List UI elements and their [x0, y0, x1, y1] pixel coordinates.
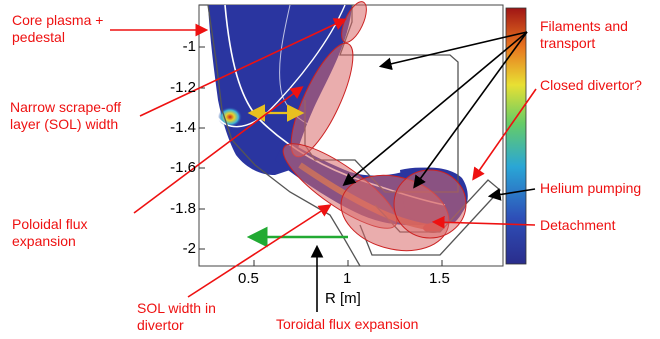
- label-core-plasma: Core plasma + pedestal: [12, 12, 103, 46]
- arrow-detachment: [431, 215, 536, 229]
- x-axis-label: R [m]: [325, 290, 361, 307]
- arrow-filaments-leg: [342, 31, 528, 187]
- y-tick-label: -2: [182, 240, 196, 257]
- label-toroidal-flux: Toroidal flux expansion: [276, 316, 419, 332]
- arrow-filaments-upper: [378, 31, 528, 71]
- red-arrows: [110, 18, 537, 298]
- label-narrow-sol-line1: Narrow scrape-off: [10, 99, 122, 115]
- label-narrow-sol: Narrow scrape-off layer (SOL) width: [10, 99, 121, 133]
- y-tick-label: -1.6: [170, 159, 196, 176]
- label-sol-divertor-line1: SOL width in: [137, 300, 216, 316]
- x-point-hotspot: [218, 107, 242, 127]
- y-tick-label: -1.4: [170, 119, 196, 136]
- label-filaments-line2: transport: [540, 35, 596, 51]
- inner-wall: [199, 4, 361, 267]
- arrow-helium: [487, 188, 536, 201]
- y-tick-label: -1.2: [170, 79, 196, 96]
- arrow-closed-divertor: [472, 88, 537, 181]
- highlight-regions: [282, 1, 467, 252]
- label-poloidal-flux: Poloidal flux expansion: [12, 216, 88, 250]
- label-closed-divertor: Closed divertor?: [540, 77, 642, 93]
- label-detachment: Detachment: [540, 217, 616, 233]
- label-sol-divertor: SOL width in divertor: [137, 300, 216, 334]
- y-tick-label: -1.8: [170, 200, 196, 217]
- label-filaments-line1: Filaments and: [540, 18, 628, 34]
- arrow-sol-divertor: [187, 204, 332, 298]
- black-arrows: [310, 31, 536, 312]
- x-tick-label: 0.5: [238, 270, 259, 287]
- colorbar: [505, 7, 527, 265]
- plasma-upper-region: [208, 5, 352, 175]
- label-helium-pumping: Helium pumping: [540, 180, 642, 196]
- highlight-core: [341, 1, 367, 43]
- highlight-target: [393, 169, 467, 239]
- x-tick-label: 1: [343, 270, 352, 287]
- x-tick-label: 1.5: [429, 270, 450, 287]
- label-narrow-sol-line2: layer (SOL) width: [10, 116, 119, 132]
- arrow-narrow-sol: [139, 18, 347, 117]
- arrow-filaments-vessel: [413, 31, 528, 189]
- label-core-plasma-line1: Core plasma +: [12, 12, 104, 28]
- label-filaments: Filaments and transport: [540, 18, 628, 52]
- label-poloidal-flux-line1: Poloidal flux: [12, 216, 88, 232]
- arrow-poloidal: [133, 86, 304, 214]
- label-core-plasma-line2: pedestal: [12, 29, 65, 45]
- label-poloidal-flux-line2: expansion: [12, 233, 76, 249]
- axis-ticks: [199, 46, 443, 266]
- label-sol-divertor-line2: divertor: [137, 317, 184, 333]
- y-tick-label: -1: [182, 38, 196, 55]
